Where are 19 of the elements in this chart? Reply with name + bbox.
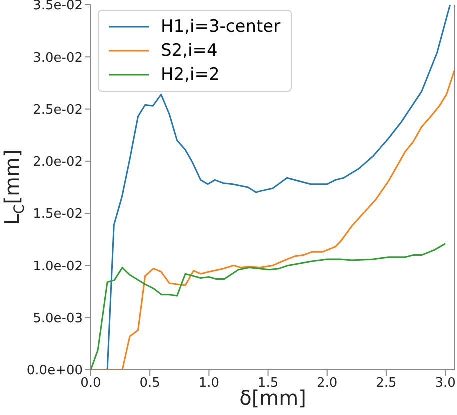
x-tick-label: 3.0: [435, 376, 456, 392]
x-tick-label: 2.0: [317, 376, 338, 392]
y-tick-label: 0.0e+00: [26, 364, 83, 379]
legend-label: H2,i=2: [161, 65, 220, 85]
x-tick-label: 2.5: [376, 376, 397, 392]
y-tick-label: 2.5e-02: [33, 102, 83, 118]
x-tick-label: 0.5: [140, 376, 160, 392]
line-series: [106, 5, 452, 370]
y-tick-label: 2.0e-02: [33, 155, 83, 170]
line-series: [91, 243, 446, 370]
legend-label: S2,i=4: [161, 41, 218, 61]
x-tick-label: 1.0: [198, 376, 220, 392]
y-tick-label: 3.0e-02: [33, 50, 83, 66]
y-tick-label: 3.5e-02: [33, 0, 83, 14]
y-tick-label: 1.5e-02: [33, 207, 83, 222]
x-tick-label: 0.0: [80, 376, 102, 392]
legend-label: H1,i=3-center: [161, 17, 281, 37]
y-tick-label: 5.0e-03: [33, 311, 83, 326]
y-tick-label: 1.0e-02: [33, 259, 83, 274]
